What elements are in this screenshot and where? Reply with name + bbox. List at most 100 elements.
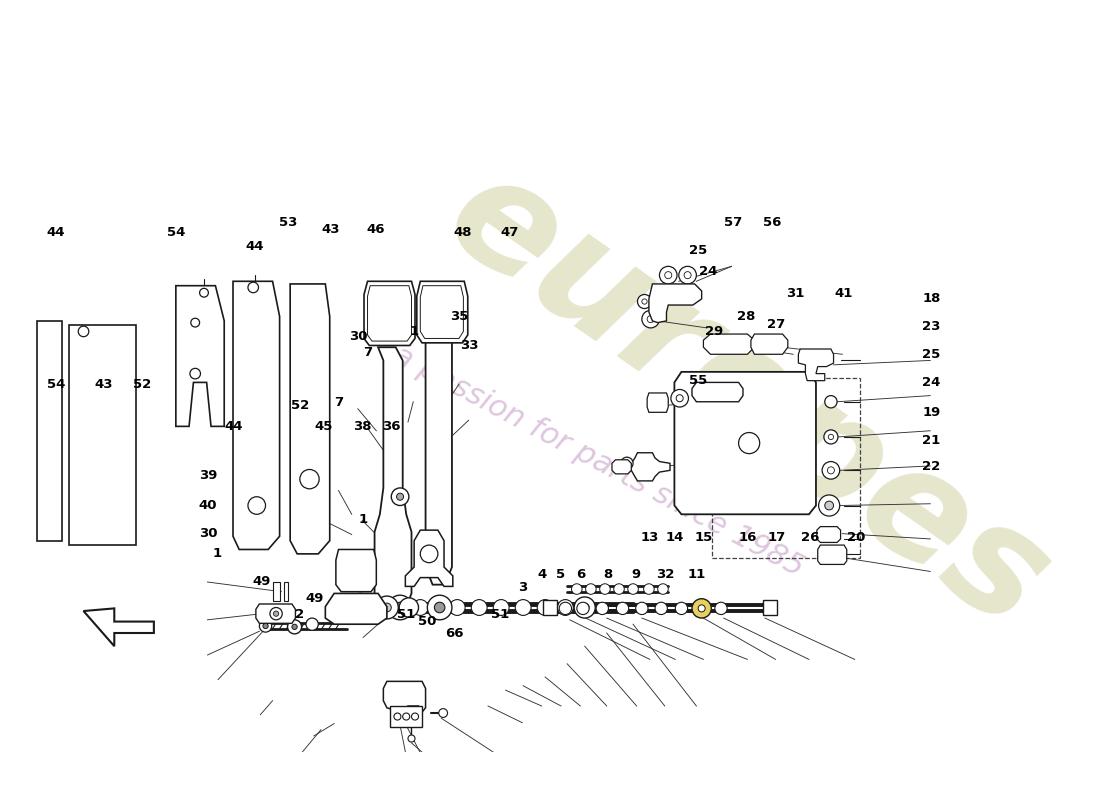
Circle shape bbox=[671, 390, 689, 407]
Circle shape bbox=[614, 462, 623, 471]
Text: 9: 9 bbox=[631, 568, 641, 581]
Text: 40: 40 bbox=[199, 499, 217, 512]
Text: 28: 28 bbox=[737, 310, 756, 323]
Bar bbox=[273, 582, 279, 602]
Text: 15: 15 bbox=[695, 530, 713, 544]
Circle shape bbox=[628, 584, 638, 594]
Polygon shape bbox=[290, 284, 330, 554]
Text: 51: 51 bbox=[397, 608, 416, 621]
Circle shape bbox=[403, 713, 409, 720]
Text: 32: 32 bbox=[657, 568, 674, 581]
Circle shape bbox=[644, 584, 654, 594]
Circle shape bbox=[692, 598, 712, 618]
Text: 33: 33 bbox=[460, 339, 478, 352]
Text: 45: 45 bbox=[315, 419, 333, 433]
Circle shape bbox=[427, 595, 452, 620]
Polygon shape bbox=[631, 453, 670, 481]
Circle shape bbox=[263, 623, 268, 629]
Circle shape bbox=[559, 602, 572, 614]
Text: 14: 14 bbox=[666, 530, 684, 544]
Circle shape bbox=[306, 618, 318, 630]
Polygon shape bbox=[817, 545, 847, 565]
Text: 44: 44 bbox=[245, 240, 264, 253]
Circle shape bbox=[576, 599, 593, 615]
Circle shape bbox=[600, 584, 610, 594]
Polygon shape bbox=[375, 347, 411, 611]
Text: 1: 1 bbox=[409, 325, 418, 338]
Polygon shape bbox=[674, 372, 816, 514]
Circle shape bbox=[515, 599, 531, 615]
Text: 44: 44 bbox=[47, 226, 65, 239]
Text: 29: 29 bbox=[705, 325, 723, 338]
Text: 5: 5 bbox=[557, 568, 565, 581]
Polygon shape bbox=[364, 282, 415, 346]
Circle shape bbox=[827, 467, 835, 474]
Polygon shape bbox=[763, 601, 778, 615]
Circle shape bbox=[581, 603, 590, 612]
Circle shape bbox=[825, 501, 834, 510]
Text: 1: 1 bbox=[359, 513, 367, 526]
Circle shape bbox=[818, 495, 839, 516]
Circle shape bbox=[292, 624, 297, 630]
Text: 6: 6 bbox=[575, 568, 585, 581]
Text: 4: 4 bbox=[537, 568, 547, 581]
Circle shape bbox=[614, 584, 625, 594]
Text: 2: 2 bbox=[295, 608, 305, 621]
Polygon shape bbox=[176, 286, 224, 426]
Polygon shape bbox=[692, 382, 742, 402]
Circle shape bbox=[383, 603, 392, 612]
Circle shape bbox=[824, 430, 838, 444]
Circle shape bbox=[576, 602, 590, 614]
Polygon shape bbox=[256, 604, 296, 623]
Text: 55: 55 bbox=[690, 374, 707, 387]
Text: a passion for parts since 1985: a passion for parts since 1985 bbox=[387, 341, 808, 582]
Circle shape bbox=[393, 599, 408, 615]
Circle shape bbox=[616, 602, 629, 614]
Text: europes: europes bbox=[419, 139, 1076, 661]
Circle shape bbox=[493, 599, 509, 615]
Text: 24: 24 bbox=[698, 266, 717, 278]
Circle shape bbox=[449, 599, 465, 615]
Circle shape bbox=[572, 584, 582, 594]
Text: 49: 49 bbox=[252, 575, 271, 588]
Circle shape bbox=[828, 434, 834, 439]
Circle shape bbox=[346, 594, 375, 622]
Circle shape bbox=[715, 602, 727, 614]
Text: 52: 52 bbox=[133, 378, 152, 391]
Text: 7: 7 bbox=[334, 396, 343, 409]
Circle shape bbox=[412, 599, 428, 615]
Text: 13: 13 bbox=[641, 530, 659, 544]
Bar bbox=[712, 378, 860, 558]
Circle shape bbox=[471, 599, 487, 615]
Circle shape bbox=[434, 602, 444, 613]
Polygon shape bbox=[336, 550, 376, 592]
Text: 49: 49 bbox=[305, 592, 323, 605]
Circle shape bbox=[431, 599, 448, 615]
Polygon shape bbox=[649, 284, 702, 322]
Circle shape bbox=[388, 595, 412, 620]
Polygon shape bbox=[542, 601, 557, 615]
Text: 21: 21 bbox=[922, 434, 940, 447]
Text: 8: 8 bbox=[603, 568, 612, 581]
Circle shape bbox=[638, 294, 651, 309]
Circle shape bbox=[676, 394, 683, 402]
Circle shape bbox=[199, 288, 208, 297]
Circle shape bbox=[695, 602, 707, 614]
Text: 35: 35 bbox=[450, 310, 469, 323]
Text: 44: 44 bbox=[224, 420, 243, 434]
Polygon shape bbox=[417, 282, 467, 343]
Circle shape bbox=[647, 315, 654, 322]
Text: 31: 31 bbox=[785, 286, 804, 299]
Text: 7: 7 bbox=[363, 346, 372, 358]
Text: 19: 19 bbox=[922, 406, 940, 419]
Circle shape bbox=[411, 713, 418, 720]
Circle shape bbox=[372, 599, 388, 615]
Polygon shape bbox=[405, 530, 453, 586]
Circle shape bbox=[399, 598, 418, 617]
Polygon shape bbox=[326, 594, 387, 624]
Circle shape bbox=[260, 620, 272, 632]
Polygon shape bbox=[390, 706, 422, 727]
Circle shape bbox=[408, 735, 415, 742]
Polygon shape bbox=[384, 682, 426, 712]
Text: 53: 53 bbox=[279, 216, 297, 230]
